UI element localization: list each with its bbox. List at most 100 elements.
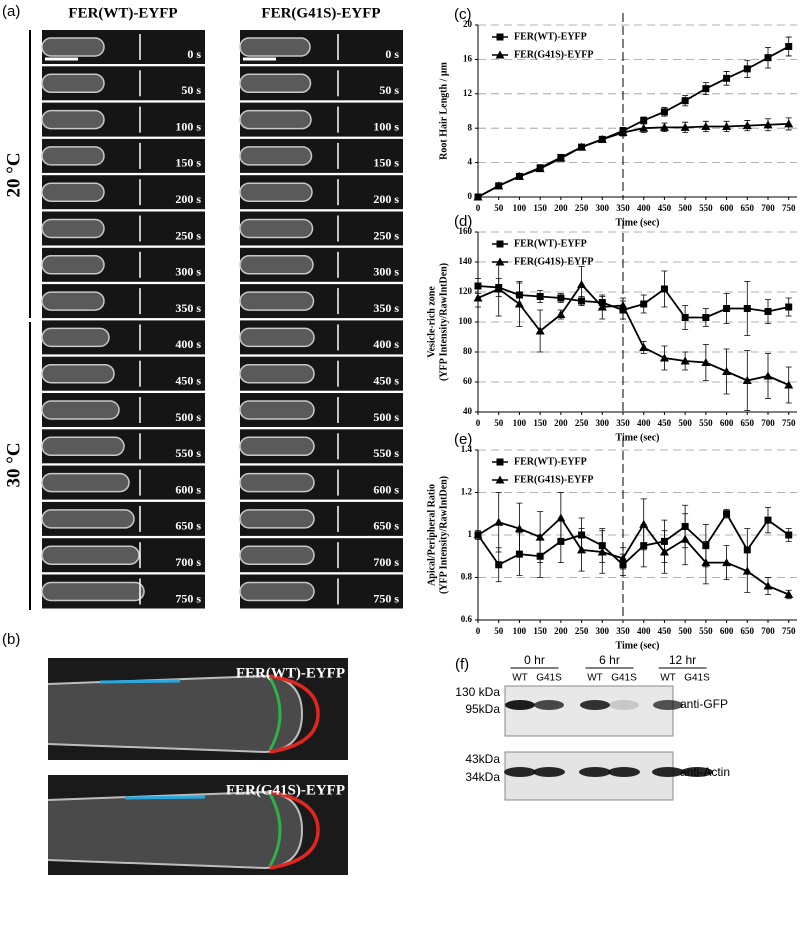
x-tick-label: 450 <box>658 626 672 636</box>
root-hair <box>41 37 105 57</box>
marker <box>702 85 710 93</box>
root-hair <box>41 509 135 529</box>
x-tick-label: 700 <box>761 203 775 213</box>
legend-label: FER(G41S)-EYFP <box>514 474 593 485</box>
marker <box>722 121 732 130</box>
marker <box>556 310 566 318</box>
legend-label: FER(WT)-EYFP <box>514 31 587 42</box>
marker <box>660 285 668 293</box>
y-tick-label: 1 <box>468 529 473 539</box>
marker <box>764 516 772 524</box>
root-hair <box>239 291 315 311</box>
x-tick-label: 700 <box>761 626 775 636</box>
time-label: 200 s <box>175 192 201 206</box>
time-label: 600 s <box>373 482 399 496</box>
marker <box>640 300 648 308</box>
time-label: 350 s <box>175 301 201 315</box>
time-label: 300 s <box>373 265 399 279</box>
time-label: 100 s <box>373 119 399 133</box>
x-tick-label: 250 <box>575 418 589 428</box>
x-tick-label: 600 <box>720 418 734 428</box>
time-label: 150 s <box>175 156 201 170</box>
time-label: 700 s <box>373 555 399 569</box>
time-label: 500 s <box>175 410 201 424</box>
marker <box>639 343 649 351</box>
root-hair <box>41 218 105 239</box>
root-hair <box>239 327 315 348</box>
y-tick-label: 12 <box>463 88 473 98</box>
marker <box>514 299 524 308</box>
lane-label: WT <box>660 673 676 684</box>
size-marker: 34kDa <box>465 770 500 784</box>
root-hair <box>41 255 105 275</box>
marker <box>742 121 752 130</box>
time-label: 200 s <box>373 192 399 206</box>
marker <box>784 119 794 128</box>
band <box>608 767 640 777</box>
band <box>580 700 610 710</box>
x-tick-label: 550 <box>699 203 713 213</box>
root-hair <box>239 363 315 384</box>
size-marker: 130 kDa <box>455 685 500 699</box>
band <box>534 700 564 710</box>
y-tick-label: 8 <box>468 122 473 132</box>
y-tick-label: 140 <box>459 256 473 266</box>
marker <box>556 513 566 522</box>
root-hair <box>239 472 315 493</box>
x-tick-label: 400 <box>637 203 651 213</box>
marker <box>659 353 669 362</box>
root-hair <box>47 674 304 754</box>
x-tick-label: 50 <box>494 626 504 636</box>
x-tick-label: 450 <box>658 203 672 213</box>
y-tick-label: 120 <box>459 286 473 296</box>
apical-inner <box>268 677 282 751</box>
marker <box>785 531 793 539</box>
y-axis-label: (YFP Intensity/RawIntDen) <box>438 263 449 381</box>
lane-label: WT <box>587 673 603 684</box>
lane-label: G41S <box>536 673 562 684</box>
y-tick-label: 16 <box>463 53 473 63</box>
time-label: 400 s <box>373 337 399 351</box>
marker <box>681 97 689 105</box>
apical-outer <box>269 674 320 754</box>
panel-label: (b) <box>2 631 20 648</box>
y-tick-label: 1.4 <box>461 444 473 454</box>
marker <box>680 356 690 365</box>
antibody-label: anti-Actin <box>680 765 730 779</box>
time-label: 550 s <box>175 446 201 460</box>
band <box>504 767 536 777</box>
marker <box>514 524 524 533</box>
legend-marker <box>496 33 504 41</box>
y-tick-label: 160 <box>459 226 473 236</box>
root-hair <box>41 472 130 493</box>
marker <box>577 280 587 288</box>
marker <box>659 122 669 131</box>
panel-label: (f) <box>455 656 469 673</box>
legend-label: FER(WT)-EYFP <box>514 456 587 467</box>
series-line <box>477 285 789 319</box>
x-tick-label: 550 <box>699 418 713 428</box>
root-hair <box>239 581 315 602</box>
root-hair <box>41 327 110 348</box>
x-tick-label: 200 <box>554 203 568 213</box>
shank-region <box>124 795 206 800</box>
x-tick-label: 150 <box>533 418 547 428</box>
x-tick-label: 550 <box>699 626 713 636</box>
legend-marker <box>495 257 505 266</box>
root-hair <box>239 545 315 565</box>
time-label: 450 s <box>175 373 201 387</box>
y-tick-label: 100 <box>459 316 473 326</box>
blot <box>504 685 674 737</box>
x-axis-label: Time (sec) <box>616 432 660 443</box>
marker <box>764 308 772 315</box>
marker <box>597 547 607 556</box>
antibody-label: anti-GFP <box>680 697 728 711</box>
legend-label: FER(WT)-EYFP <box>514 238 587 249</box>
root-hair <box>41 146 105 166</box>
x-tick-label: 600 <box>720 626 734 636</box>
marker <box>722 558 732 567</box>
marker <box>557 294 565 302</box>
image-label: FER(G41S)-EYFP <box>226 782 345 798</box>
time-label: 450 s <box>373 373 399 387</box>
